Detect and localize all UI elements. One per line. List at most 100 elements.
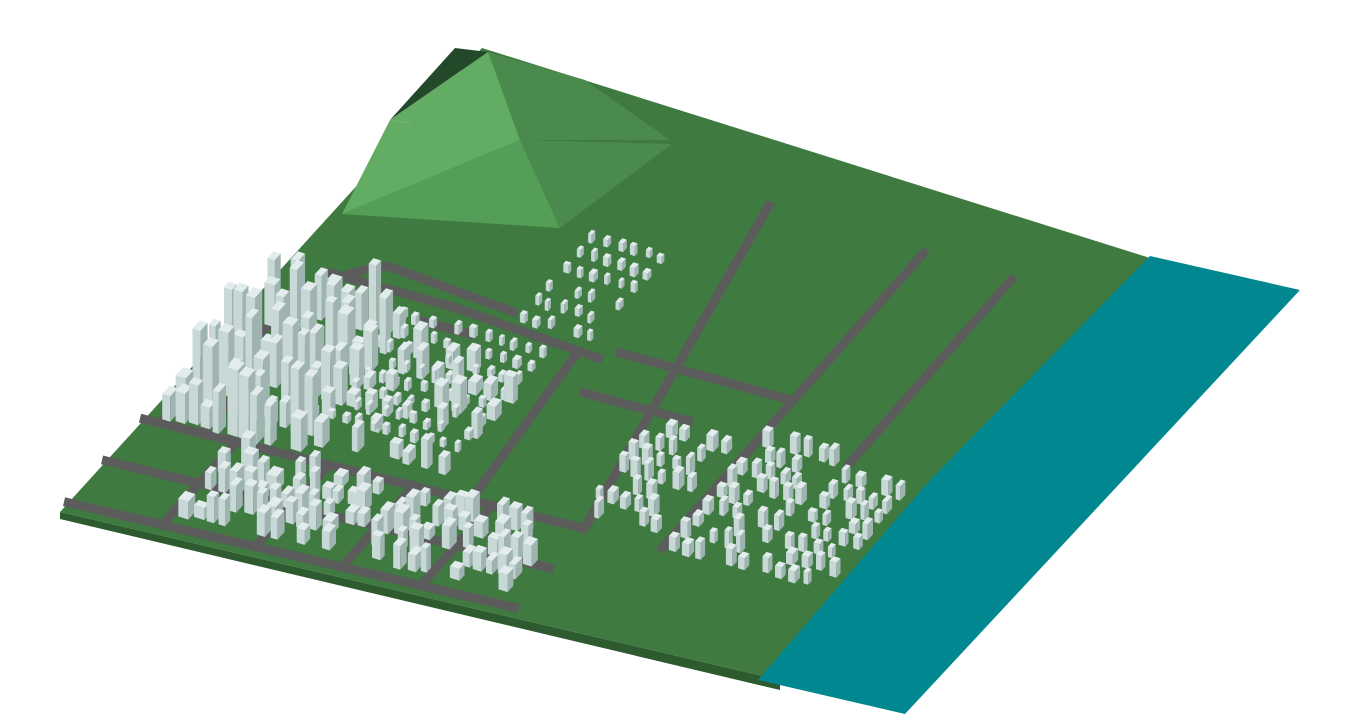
building-face-right [769,427,774,449]
building-face-left [803,438,810,458]
building-face-right [781,563,786,580]
building-roof [227,359,245,371]
building-face-right [625,452,630,473]
building-face-left [378,372,384,384]
building-face-right [374,419,380,432]
building-roof [498,565,514,575]
building-roof [256,503,272,514]
building-face-left [509,341,514,352]
building-face-right [444,437,447,448]
building [395,406,404,420]
building [615,297,624,311]
building-face-right [809,436,813,458]
building [519,310,528,324]
building [642,267,652,281]
building-face-left [309,504,317,531]
building [454,439,462,453]
building-face-right [675,533,680,553]
building-face-left [874,512,880,524]
building-roof [245,287,263,298]
building-face-right [685,425,690,442]
building [587,310,595,324]
water-layer [758,256,1300,714]
building-face-left [175,390,185,424]
building-face-left [656,454,662,468]
building-roof [829,556,841,563]
building [816,550,826,571]
building-face-right [425,381,429,393]
building-roof [458,510,471,518]
building-face-left [591,251,595,263]
building-roof [452,355,465,364]
building-face-right [564,300,568,314]
building [687,471,697,493]
building-face-right [821,552,826,571]
building-face-left [351,426,358,453]
building-roof [398,423,407,429]
building-face-right [408,378,412,392]
building-roof [372,475,384,483]
building-roof [365,387,378,396]
building-face-right [513,338,518,352]
building-face-right [826,492,831,510]
building [229,476,243,513]
building [290,408,308,452]
building-roof [644,456,654,464]
building-face-right [661,254,665,265]
building-roof [349,341,365,351]
building-face-right [797,455,803,474]
building [602,253,612,268]
building-face-left [368,263,377,333]
building-face-left [829,560,837,578]
building-face-left [563,263,569,274]
building-face-left [439,439,444,448]
building-face-right [489,349,493,360]
building-face-right [304,524,311,545]
building-face-left [409,412,415,424]
building-face-left [629,266,635,278]
building-roof [588,268,598,275]
building-face-left [472,550,482,572]
building-roof [574,304,583,310]
building-face-right [426,543,431,573]
building [776,447,786,469]
building [218,492,231,527]
building-roof [881,474,893,482]
building-face-right [845,529,849,547]
building [454,319,463,335]
building [401,399,413,420]
building-roof [218,323,235,333]
building-roof [254,368,266,377]
building-roof [574,286,582,292]
building [421,398,431,413]
building-face-right [333,297,338,361]
building-face-left [738,556,745,571]
building-face-left [862,522,868,541]
building-roof [420,379,429,384]
building-roof [483,374,499,385]
building-face-right [814,509,818,523]
building-face-right [789,483,794,502]
building [547,315,556,330]
building [841,464,851,484]
building-face-left [322,486,332,502]
building-face-right [673,436,678,456]
building-face-right [855,519,861,535]
building-face-left [218,329,229,397]
building-roof [645,246,653,251]
building-face-right [740,530,746,554]
building-face-left [576,268,582,279]
building-roof [321,385,336,394]
building-face-right [357,421,365,453]
building-face-left [795,486,802,506]
building-roof [665,418,678,427]
building-roof [434,377,450,387]
building-face-right [539,293,543,306]
building-roof [500,350,508,356]
building-roof [243,446,259,456]
building-roof [535,292,543,297]
building-face-right [402,424,407,438]
building [629,262,639,278]
